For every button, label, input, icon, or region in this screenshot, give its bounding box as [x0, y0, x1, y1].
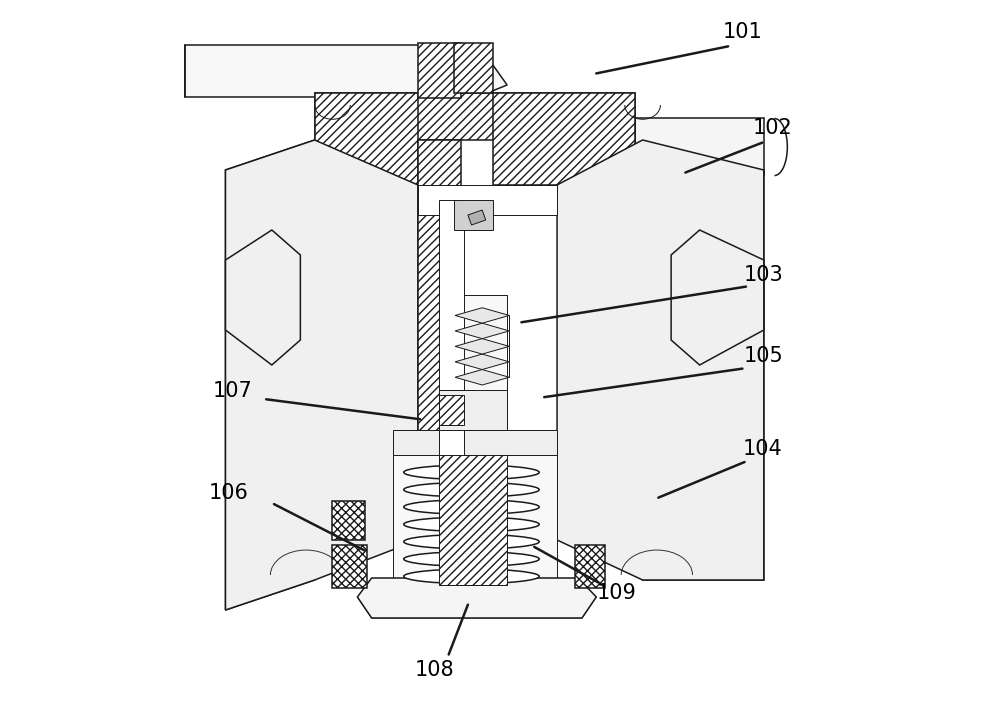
Ellipse shape	[404, 483, 539, 497]
Polygon shape	[454, 200, 493, 230]
Ellipse shape	[404, 552, 539, 566]
Polygon shape	[455, 323, 509, 339]
Text: 108: 108	[415, 660, 454, 680]
Ellipse shape	[404, 534, 539, 549]
Bar	[575, 545, 605, 588]
Polygon shape	[225, 140, 418, 610]
Polygon shape	[357, 597, 596, 618]
Polygon shape	[357, 578, 596, 618]
Polygon shape	[418, 140, 461, 480]
Text: 106: 106	[209, 483, 249, 503]
Polygon shape	[455, 308, 509, 323]
Polygon shape	[643, 140, 764, 580]
Polygon shape	[185, 45, 507, 97]
Polygon shape	[468, 210, 486, 225]
Polygon shape	[418, 185, 557, 215]
Polygon shape	[457, 295, 507, 395]
Text: 101: 101	[723, 22, 762, 42]
Text: 104: 104	[743, 439, 782, 459]
Ellipse shape	[404, 465, 539, 480]
Polygon shape	[439, 395, 464, 425]
Polygon shape	[557, 140, 764, 580]
Polygon shape	[225, 230, 300, 365]
Text: 107: 107	[213, 381, 253, 401]
Polygon shape	[439, 390, 507, 430]
Bar	[332, 545, 367, 588]
Polygon shape	[439, 200, 464, 470]
Polygon shape	[493, 93, 635, 185]
Bar	[332, 501, 365, 540]
Polygon shape	[671, 230, 764, 365]
Polygon shape	[635, 118, 764, 175]
Polygon shape	[454, 43, 493, 93]
Ellipse shape	[404, 500, 539, 514]
Polygon shape	[393, 450, 557, 590]
Text: 105: 105	[744, 347, 784, 366]
Polygon shape	[393, 430, 557, 455]
Polygon shape	[225, 140, 315, 610]
Polygon shape	[455, 354, 509, 369]
Text: 103: 103	[744, 265, 784, 285]
Polygon shape	[418, 43, 461, 98]
Polygon shape	[315, 93, 635, 140]
Text: 109: 109	[596, 583, 636, 603]
Polygon shape	[315, 93, 418, 185]
Polygon shape	[455, 369, 509, 385]
Polygon shape	[455, 339, 509, 354]
Text: 102: 102	[752, 118, 792, 138]
Polygon shape	[439, 455, 507, 585]
Ellipse shape	[404, 517, 539, 532]
Ellipse shape	[404, 569, 539, 584]
